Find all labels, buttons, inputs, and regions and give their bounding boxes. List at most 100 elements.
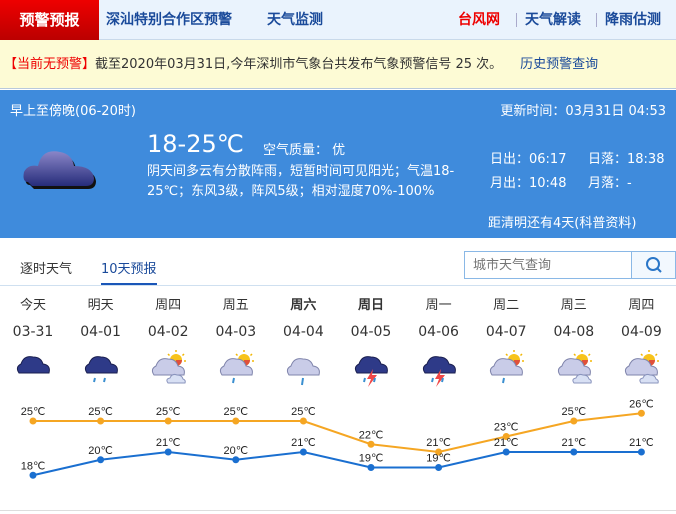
forecast-day: 明天 04-01 <box>67 290 134 389</box>
low-temp-label: 21℃ <box>494 437 519 449</box>
moonrise: 月出：10:48 <box>490 176 567 191</box>
air-quality: 空气质量： 优 <box>263 143 346 158</box>
forecast-tabs: 逐时天气 10天预报 <box>0 240 676 286</box>
low-temp-point <box>502 448 510 456</box>
high-temp-point <box>29 417 37 425</box>
high-temp-label: 25℃ <box>291 406 316 418</box>
rain-icon <box>84 356 118 383</box>
day-week: 周四 <box>628 298 655 313</box>
temperature-chart: 25℃ 25℃ 25℃ 25℃ 25℃ 22℃ 21℃ 23℃ 25℃ 26℃ 18℃ 20℃ 21℃ 2… <box>21 398 654 479</box>
today-weather-panel: 早上至傍晚(06-20时) 更新时间：03月31日 04:53 18-25℃ 空… <box>0 90 676 238</box>
city-search-input[interactable] <box>465 252 631 278</box>
day-date: 04-04 <box>283 324 324 340</box>
forecast-day: 周三 04-08 <box>540 290 607 389</box>
low-temp-label: 20℃ <box>88 445 113 457</box>
warning-bar: 【当前无预警】截至2020年03月31日,今年深圳市气象台共发布气象预警信号 2… <box>0 40 676 89</box>
high-temp-point <box>570 417 578 425</box>
thunderstorm-icon <box>354 356 388 387</box>
warning-status: 【当前无预警】 <box>4 57 96 72</box>
low-temp-label: 18℃ <box>21 460 46 472</box>
sun-cloud-rain-icon <box>219 350 254 384</box>
low-temp-label: 19℃ <box>359 453 384 465</box>
search-button[interactable] <box>631 252 675 278</box>
forecast-day: 周四 04-09 <box>608 290 675 389</box>
tab-hourly[interactable]: 逐时天气 <box>20 262 73 277</box>
low-temp-point <box>232 456 240 464</box>
low-temp-label: 21℃ <box>156 437 181 449</box>
day-week: 周六 <box>290 298 317 313</box>
low-temp-point <box>29 471 37 479</box>
low-temp-point <box>435 464 443 471</box>
low-temp-label: 19℃ <box>426 453 451 465</box>
forecast-day: 周五 04-03 <box>202 290 269 389</box>
sun-cloudy-icon <box>152 350 187 384</box>
forecast-day: 周日 04-05 <box>338 290 405 389</box>
low-temp-point <box>637 448 645 456</box>
divider <box>516 13 517 27</box>
high-temp-point <box>435 448 443 456</box>
moonset: 月落：- <box>588 176 632 191</box>
high-temp-label: 25℃ <box>562 406 587 418</box>
day-week: 今天 <box>19 298 46 313</box>
solar-term-link[interactable]: 距清明还有4天(科普资料) <box>488 216 637 231</box>
low-temp-label: 21℃ <box>291 437 316 449</box>
day-week: 周日 <box>357 298 384 313</box>
forecast-period: 早上至傍晚(06-20时) <box>10 104 136 119</box>
day-week: 周五 <box>222 298 249 313</box>
high-temp-point <box>97 417 105 425</box>
low-temp-label: 20℃ <box>224 445 249 457</box>
divider <box>596 13 597 27</box>
thunderstorm-icon <box>422 356 456 387</box>
low-temp-point <box>164 448 172 456</box>
high-temp-point <box>637 409 645 417</box>
city-search <box>464 251 676 279</box>
high-temp-label: 25℃ <box>21 406 46 418</box>
day-date: 03-31 <box>12 324 54 340</box>
nav-weather-interpret[interactable]: 天气解读 <box>525 12 581 28</box>
tab-10day[interactable]: 10天预报 <box>101 258 157 285</box>
divider <box>0 510 676 514</box>
forecast-day: 周四 04-02 <box>135 290 202 389</box>
day-date: 04-05 <box>350 324 392 340</box>
high-temp-label: 26℃ <box>629 398 654 410</box>
low-temp-point <box>97 456 105 464</box>
low-temp-point <box>299 448 307 456</box>
update-time: 更新时间：03月31日 04:53 <box>500 104 666 119</box>
sun-cloudy-icon <box>557 350 592 384</box>
high-temp-label: 21℃ <box>426 437 451 449</box>
low-temp-label: 21℃ <box>629 437 654 449</box>
day-week: 周四 <box>155 298 182 313</box>
high-temp-label: 25℃ <box>224 406 249 418</box>
high-temp-label: 23℃ <box>494 422 519 434</box>
warning-text: 截至2020年03月31日,今年深圳市气象台共发布气象预警信号 25 次。 <box>95 57 503 72</box>
temperature-range: 18-25℃ <box>147 130 244 158</box>
top-nav: 预警预报 深汕特别合作区预警 天气监测 台风网 天气解读 降雨估测 <box>0 0 676 40</box>
high-temp-label: 25℃ <box>156 406 181 418</box>
nav-shenshan-warning[interactable]: 深汕特别合作区预警 <box>106 12 232 28</box>
nav-typhoon[interactable]: 台风网 <box>458 12 500 28</box>
forecast-day: 周二 04-07 <box>473 290 540 389</box>
high-temp-label: 22℃ <box>359 429 384 441</box>
forecast-day: 今天 03-31 <box>0 290 67 389</box>
sunrise: 日出：06:17 <box>490 152 567 167</box>
day-date: 04-03 <box>215 324 257 340</box>
history-warning-link[interactable]: 历史预警查询 <box>520 57 599 72</box>
high-temp-point <box>164 417 172 425</box>
weather-description: 阴天间多云有分散阵雨，短暂时间可见阳光；气温18-25℃；东风3级，阵风5级；相… <box>147 164 455 199</box>
day-week: 周一 <box>425 298 452 313</box>
low-temp-line <box>32 450 642 477</box>
forecast-day: 周一 04-06 <box>405 290 472 389</box>
nav-brand-warning[interactable]: 预警预报 <box>0 0 99 40</box>
high-temp-point <box>232 417 240 425</box>
low-temp-point <box>570 448 578 456</box>
day-date: 04-09 <box>621 324 662 340</box>
day-date: 04-08 <box>553 324 595 340</box>
high-temp-point <box>502 433 510 440</box>
high-temp-label: 25℃ <box>88 406 113 418</box>
low-temp-point <box>367 464 375 471</box>
nav-rain-estimate[interactable]: 降雨估测 <box>605 12 661 28</box>
nav-weather-monitor[interactable]: 天气监测 <box>267 12 323 28</box>
high-temp-line <box>33 412 642 454</box>
sunset: 日落：18:38 <box>588 152 665 167</box>
light-rain-icon <box>287 358 321 386</box>
